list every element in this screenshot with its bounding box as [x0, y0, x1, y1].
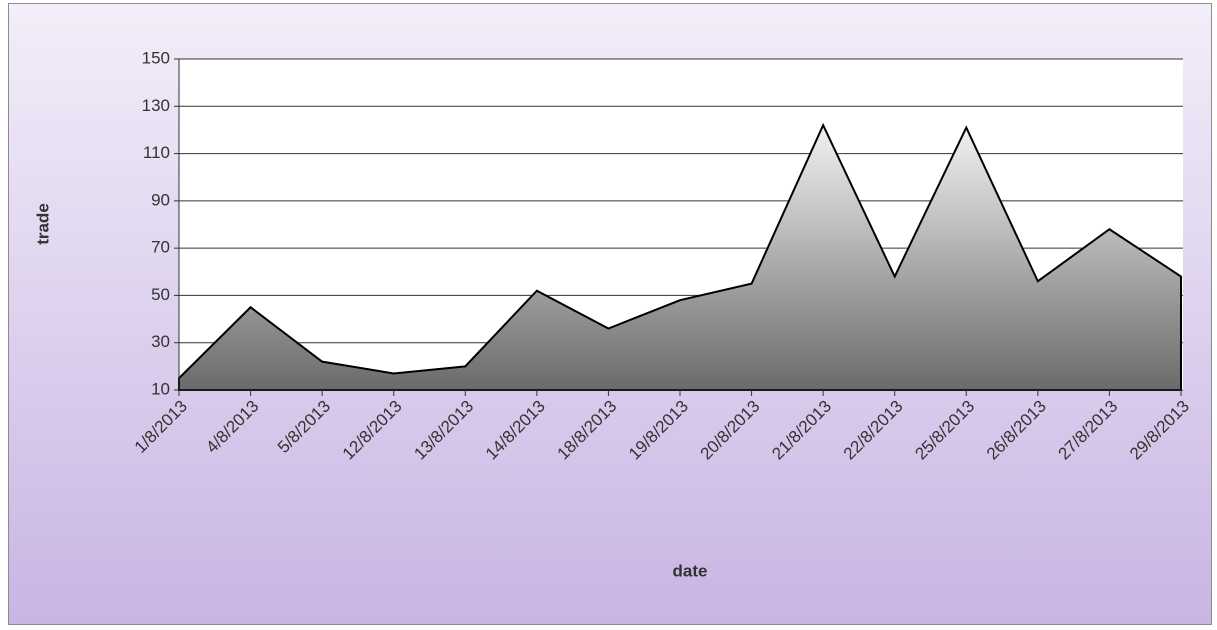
y-tick-label: 90: [151, 190, 170, 209]
x-axis-title: date: [673, 561, 708, 580]
y-tick-label: 70: [151, 238, 170, 257]
y-tick-label: 50: [151, 285, 170, 304]
y-tick-label: 10: [151, 379, 170, 398]
y-axis-title: trade: [33, 203, 52, 245]
y-tick-label: 130: [142, 96, 170, 115]
area: [178, 122, 1182, 391]
y-tick-label: 150: [142, 48, 170, 67]
y-tick-label: 30: [151, 332, 170, 351]
y-tick-label: 110: [143, 143, 170, 162]
